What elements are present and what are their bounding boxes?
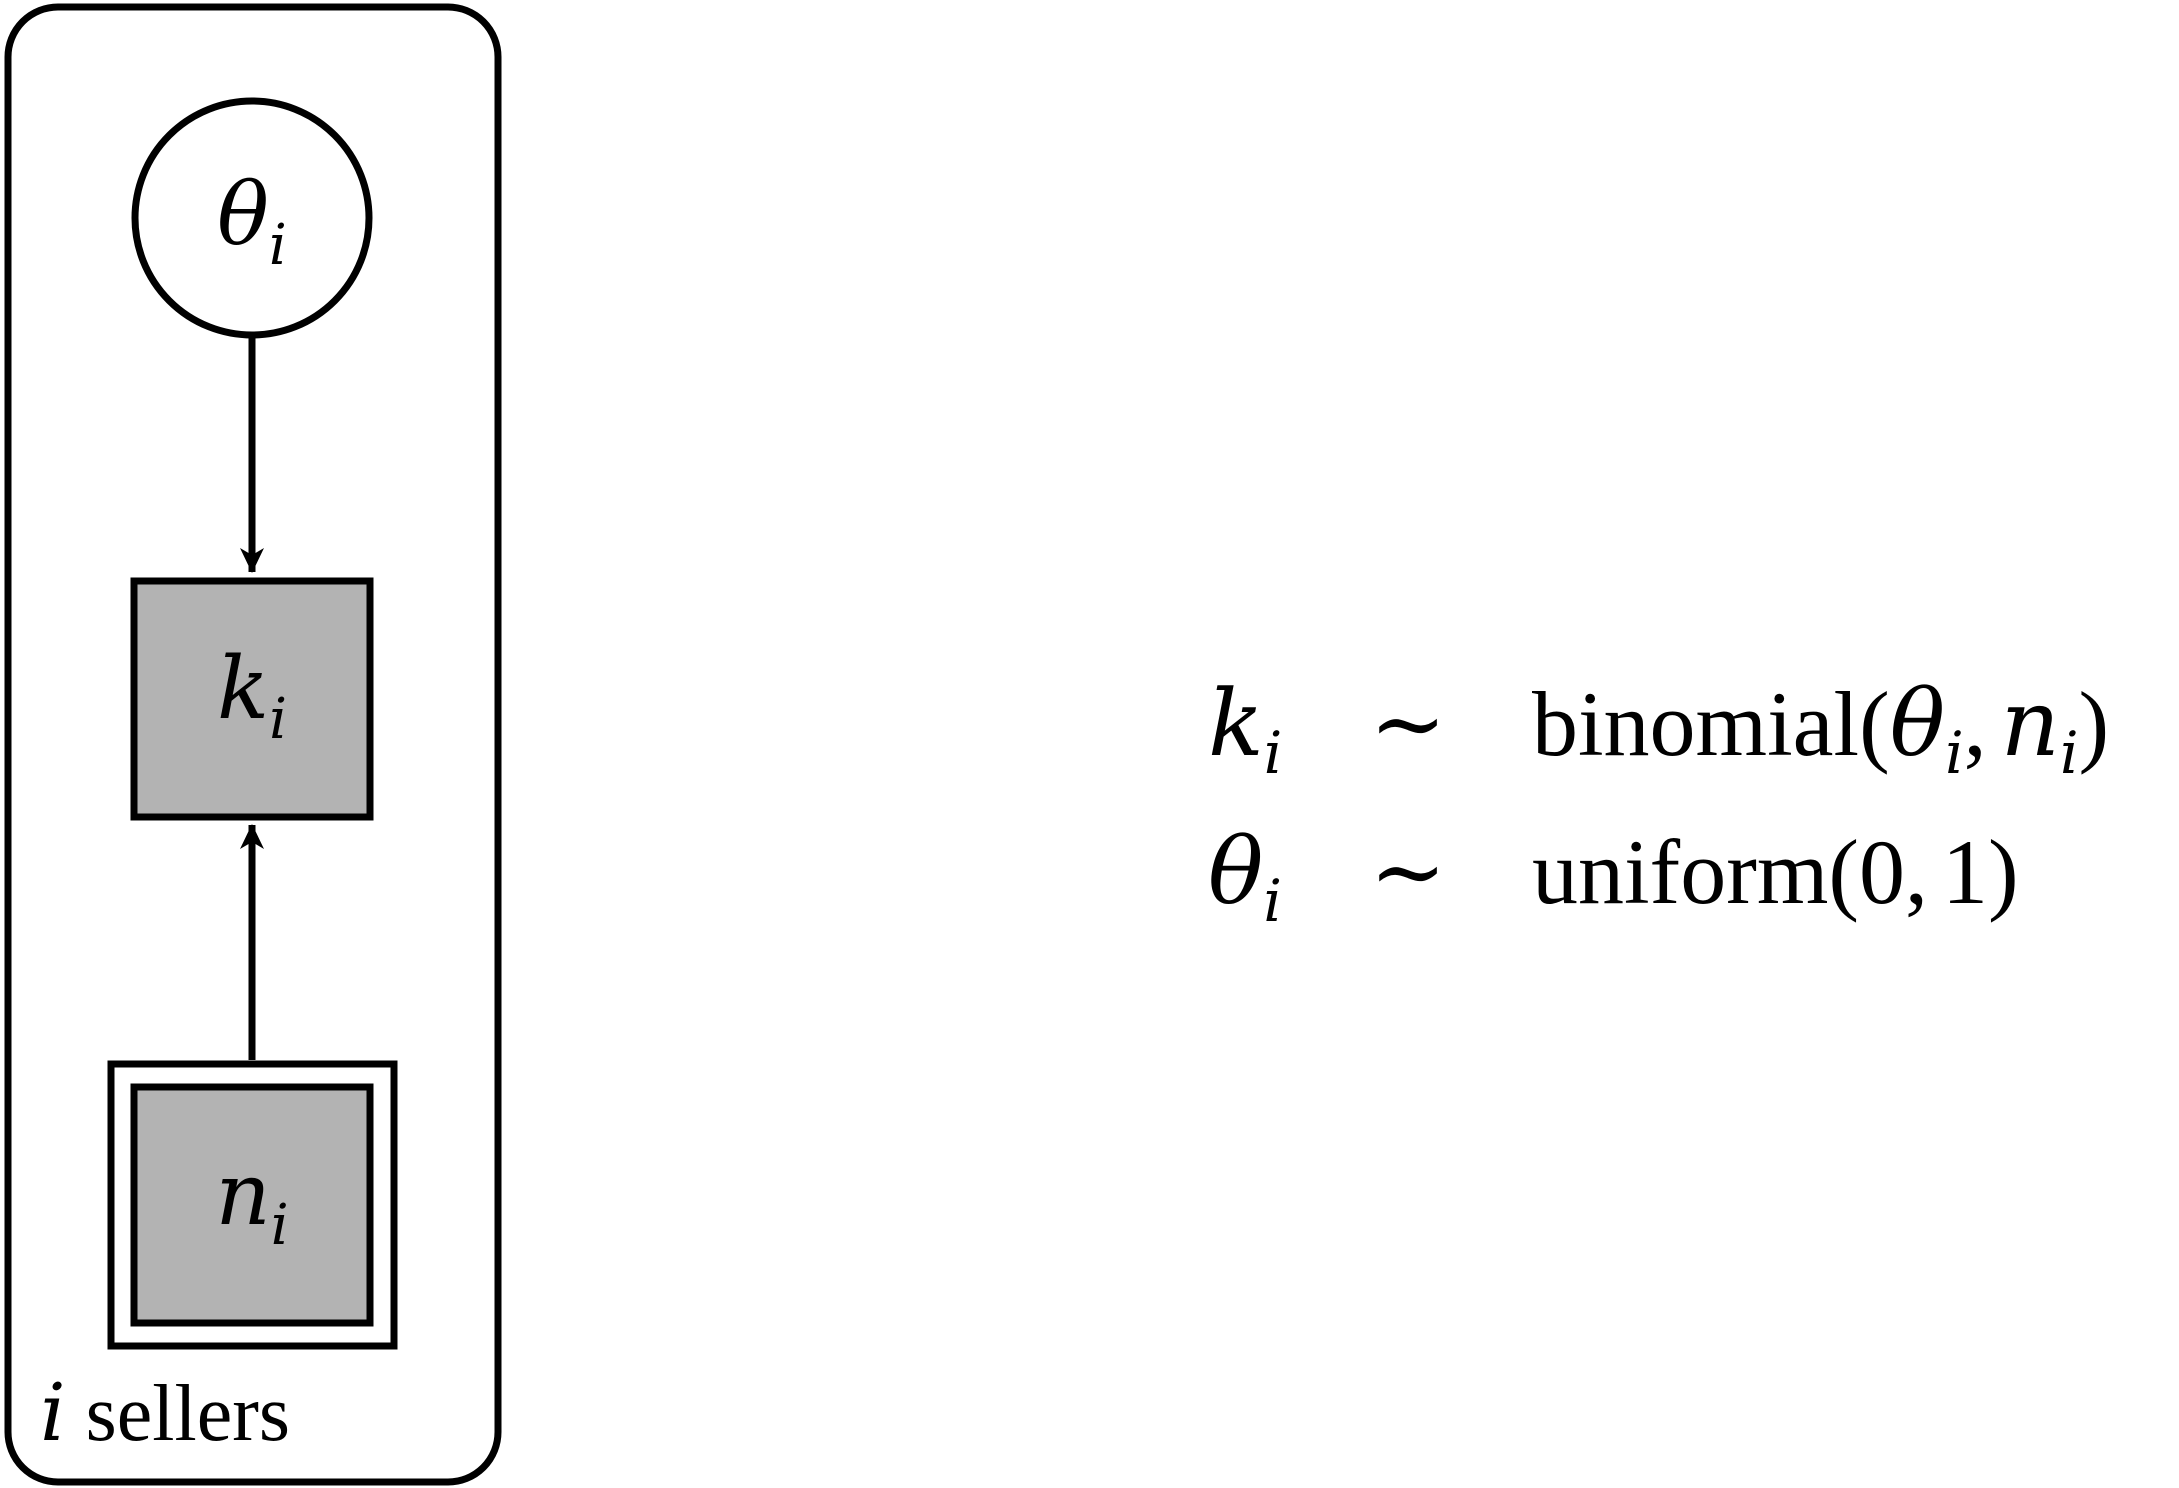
plate-label: i sellers [40, 1366, 290, 1459]
node-k-symbol: k [217, 639, 269, 739]
node-n-inner-square [130, 1083, 374, 1327]
eq2-relation: ∼ [1369, 818, 1446, 925]
eq1-arg1-sub: i [1945, 719, 1964, 787]
eq1-dist: binomial [1532, 673, 1859, 775]
node-k: ki [130, 577, 374, 821]
node-n-symbol: n [215, 1145, 270, 1245]
svg-text:ni: ni [215, 1145, 288, 1258]
svg-text:θi: θi [1208, 818, 1282, 935]
node-theta-subscript: i [269, 213, 287, 278]
node-theta-circle [131, 97, 373, 339]
node-theta: θi [131, 97, 373, 339]
eq2-arg2: 1 [1942, 821, 1988, 923]
plate [4, 3, 502, 1486]
equation-theta: θi ∼ uniform(0, 1) [1208, 818, 2019, 935]
svg-text:θi: θi [217, 165, 287, 278]
svg-text:ki: ki [217, 639, 287, 752]
eq1-relation: ∼ [1369, 670, 1446, 777]
node-n-subscript: i [271, 1193, 289, 1258]
eq1-arg2-symbol: n [2001, 670, 2060, 777]
eq1-arg2-sub: i [2060, 719, 2079, 787]
node-n: ni [107, 1060, 398, 1350]
eq2-lhs-symbol: θ [1208, 818, 1263, 925]
eq1-lhs-sub: i [1264, 719, 1283, 787]
eq2-arg1: 0 [1859, 821, 1905, 923]
node-k-square [130, 577, 374, 821]
eq2-comma: , [1905, 821, 1928, 923]
eq2-dist: uniform [1532, 821, 1828, 923]
svg-text:ki: ki [1208, 670, 1282, 787]
equation-k: ki ∼ binomial(θi, ni) [1208, 670, 2109, 787]
plate-index: i [40, 1366, 66, 1459]
eq1-open: ( [1859, 673, 1890, 775]
eq1-lhs-symbol: k [1208, 670, 1264, 777]
eq1-arg1-symbol: θ [1890, 670, 1945, 777]
eq1-close: ) [2079, 673, 2110, 775]
eq2-lhs-sub: i [1263, 867, 1282, 935]
node-k-subscript: i [269, 687, 287, 752]
eq1-comma: , [1964, 673, 1987, 775]
plate-label-text: sellers [86, 1370, 290, 1458]
node-theta-symbol: θ [217, 165, 269, 265]
eq2-open: ( [1828, 821, 1859, 923]
eq2-close: ) [1988, 821, 2019, 923]
svg-text:uniform(0,1): uniform(0, 1) [1532, 821, 2019, 923]
svg-text:binomial(θi,ni): binomial(θi, ni) [1532, 670, 2109, 787]
